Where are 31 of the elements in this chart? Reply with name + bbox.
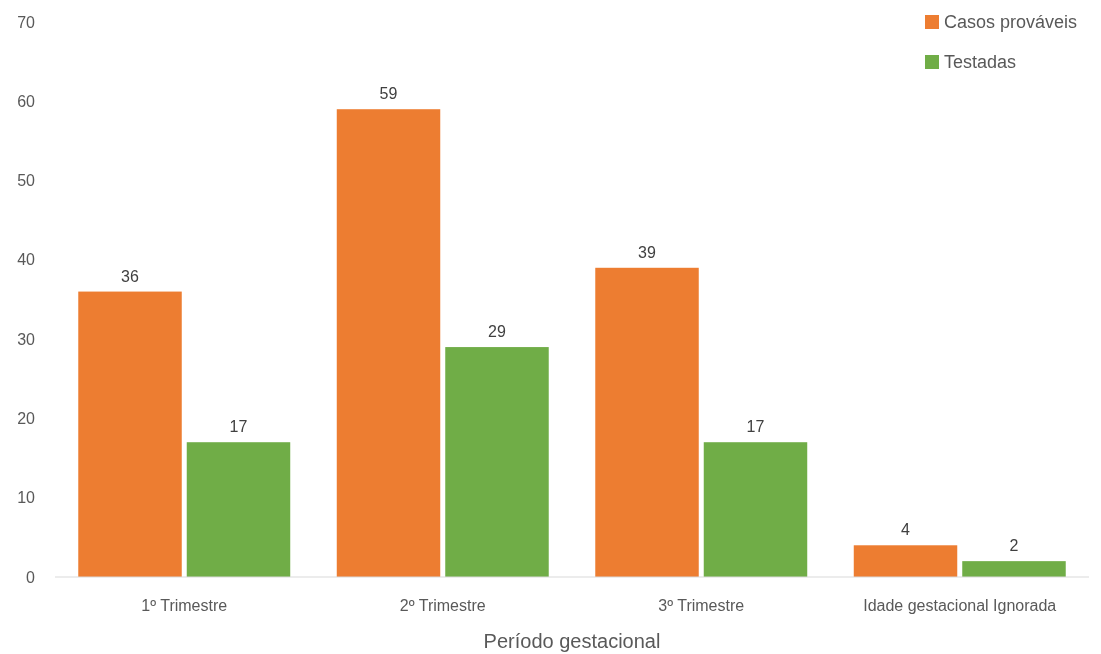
legend-label: Testadas xyxy=(944,52,1017,73)
y-tick-label: 70 xyxy=(17,13,36,31)
x-axis-title: Período gestacional xyxy=(483,630,661,652)
y-tick-label: 20 xyxy=(17,410,36,428)
bar xyxy=(853,545,958,577)
bar xyxy=(595,267,699,577)
bar xyxy=(78,291,182,577)
bar xyxy=(186,442,291,577)
data-label: 39 xyxy=(638,243,657,261)
bar xyxy=(445,347,549,577)
y-tick-label: 50 xyxy=(17,172,36,190)
bar xyxy=(703,442,808,577)
bar xyxy=(336,109,441,577)
y-tick-label: 30 xyxy=(17,330,36,348)
x-tick-label: 3º Trimestre xyxy=(658,597,745,614)
bar xyxy=(962,561,1066,577)
legend-label: Casos prováveis xyxy=(944,12,1078,33)
data-label: 36 xyxy=(121,267,140,285)
data-label: 29 xyxy=(488,323,506,341)
x-tick-label: 2º Trimestre xyxy=(399,597,486,614)
data-label: 4 xyxy=(901,521,911,539)
data-label: 17 xyxy=(229,418,248,436)
y-tick-label: 40 xyxy=(17,251,36,269)
x-tick-label: Idade gestacional Ignorada xyxy=(863,597,1057,614)
y-tick-label: 60 xyxy=(17,92,36,110)
y-tick-label: 10 xyxy=(17,489,36,507)
data-label: 17 xyxy=(746,418,765,436)
y-tick-label: 0 xyxy=(26,568,36,586)
data-label: 2 xyxy=(1009,537,1019,555)
x-tick-label: 1º Trimestre xyxy=(141,597,228,614)
data-label: 59 xyxy=(379,85,398,103)
